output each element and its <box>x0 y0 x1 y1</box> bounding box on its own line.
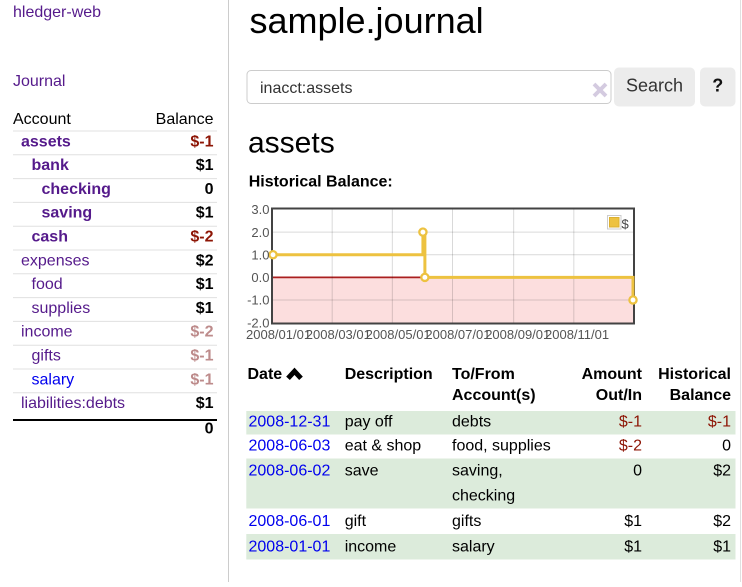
svg-text:0: 0 <box>205 181 214 198</box>
svg-text:Historical: Historical <box>658 366 731 383</box>
svg-text:bank: bank <box>32 157 69 174</box>
svg-text:2008/07/01: 2008/07/01 <box>425 327 490 342</box>
svg-text:$1: $1 <box>624 539 642 556</box>
svg-text:2008-12-31: 2008-12-31 <box>249 413 331 430</box>
svg-text:$-2: $-2 <box>190 229 213 246</box>
svg-text:$1: $1 <box>196 276 214 293</box>
svg-text:salary: salary <box>32 371 75 388</box>
svg-text:0: 0 <box>205 421 214 438</box>
svg-text:3.0: 3.0 <box>251 202 269 217</box>
svg-text:$-2: $-2 <box>619 438 642 455</box>
svg-text:$1: $1 <box>196 395 214 412</box>
svg-text:hledger-web: hledger-web <box>13 4 101 21</box>
svg-text:assets: assets <box>248 126 335 159</box>
svg-text:Search: Search <box>626 76 683 96</box>
svg-text:sample.journal: sample.journal <box>250 0 484 41</box>
svg-text:Journal: Journal <box>13 73 65 90</box>
svg-text:$-1: $-1 <box>190 133 213 150</box>
svg-text:inacct:assets: inacct:assets <box>260 80 352 97</box>
svg-text:$: $ <box>622 217 630 232</box>
svg-text:liabilities:debts: liabilities:debts <box>21 395 125 412</box>
svg-text:eat & shop: eat & shop <box>345 438 422 455</box>
svg-text:gift: gift <box>345 513 367 530</box>
svg-text:$1: $1 <box>713 539 731 556</box>
svg-text:2008/05/01: 2008/05/01 <box>366 327 431 342</box>
svg-text:Historical Balance:: Historical Balance: <box>249 174 393 191</box>
svg-text:income: income <box>21 324 73 341</box>
svg-text:$-1: $-1 <box>190 371 213 388</box>
svg-text:gifts: gifts <box>452 513 481 530</box>
svg-text:2008-06-03: 2008-06-03 <box>249 438 331 455</box>
svg-text:$2: $2 <box>713 513 731 530</box>
svg-text:2.0: 2.0 <box>251 225 269 240</box>
svg-text:saving: saving <box>42 205 93 222</box>
svg-text:2008-06-01: 2008-06-01 <box>249 513 331 530</box>
svg-text:food, supplies: food, supplies <box>452 438 551 455</box>
svg-text:checking: checking <box>452 488 515 505</box>
svg-text:pay off: pay off <box>345 413 393 430</box>
svg-text:2008-06-02: 2008-06-02 <box>249 463 331 480</box>
svg-text:saving,: saving, <box>452 463 503 480</box>
svg-text:2008/11/01: 2008/11/01 <box>545 327 609 342</box>
svg-text:2008/03/01: 2008/03/01 <box>306 327 371 342</box>
svg-text:food: food <box>32 276 63 293</box>
svg-text:?: ? <box>712 76 723 96</box>
svg-text:$-1: $-1 <box>190 348 213 365</box>
svg-text:$1: $1 <box>196 300 214 317</box>
svg-text:gifts: gifts <box>32 348 61 365</box>
svg-text:Balance: Balance <box>156 111 214 128</box>
svg-text:2008/09/01: 2008/09/01 <box>485 327 550 342</box>
svg-text:Date: Date <box>248 366 283 383</box>
svg-text:$1: $1 <box>196 157 214 174</box>
svg-text:Out/In: Out/In <box>596 387 642 404</box>
svg-text:0: 0 <box>633 463 642 480</box>
svg-text:assets: assets <box>21 133 71 150</box>
svg-text:supplies: supplies <box>32 300 91 317</box>
svg-text:$1: $1 <box>196 205 214 222</box>
svg-text:Description: Description <box>345 366 433 383</box>
svg-text:Account(s): Account(s) <box>452 387 536 404</box>
svg-text:1.0: 1.0 <box>251 247 269 262</box>
svg-text:debts: debts <box>452 413 491 430</box>
svg-text:$1: $1 <box>624 513 642 530</box>
svg-text:Account: Account <box>13 111 71 128</box>
svg-text:Amount: Amount <box>582 366 643 383</box>
svg-text:$2: $2 <box>196 252 214 269</box>
svg-text:$-1: $-1 <box>708 413 731 430</box>
svg-text:Balance: Balance <box>670 387 731 404</box>
svg-text:-1.0: -1.0 <box>247 293 269 308</box>
svg-text:income: income <box>345 539 397 556</box>
svg-text:2008/01/01: 2008/01/01 <box>246 327 311 342</box>
svg-text:$-1: $-1 <box>619 413 642 430</box>
svg-text:expenses: expenses <box>21 252 90 269</box>
svg-text:checking: checking <box>42 181 111 198</box>
svg-text:$-2: $-2 <box>190 324 213 341</box>
svg-text:0: 0 <box>722 438 731 455</box>
svg-text:To/From: To/From <box>452 366 515 383</box>
svg-text:save: save <box>345 463 379 480</box>
svg-text:$2: $2 <box>713 463 731 480</box>
svg-text:-2.0: -2.0 <box>247 315 269 330</box>
svg-text:cash: cash <box>32 229 68 246</box>
svg-text:2008-01-01: 2008-01-01 <box>249 539 331 556</box>
svg-text:0.0: 0.0 <box>251 270 269 285</box>
svg-text:salary: salary <box>452 539 495 556</box>
